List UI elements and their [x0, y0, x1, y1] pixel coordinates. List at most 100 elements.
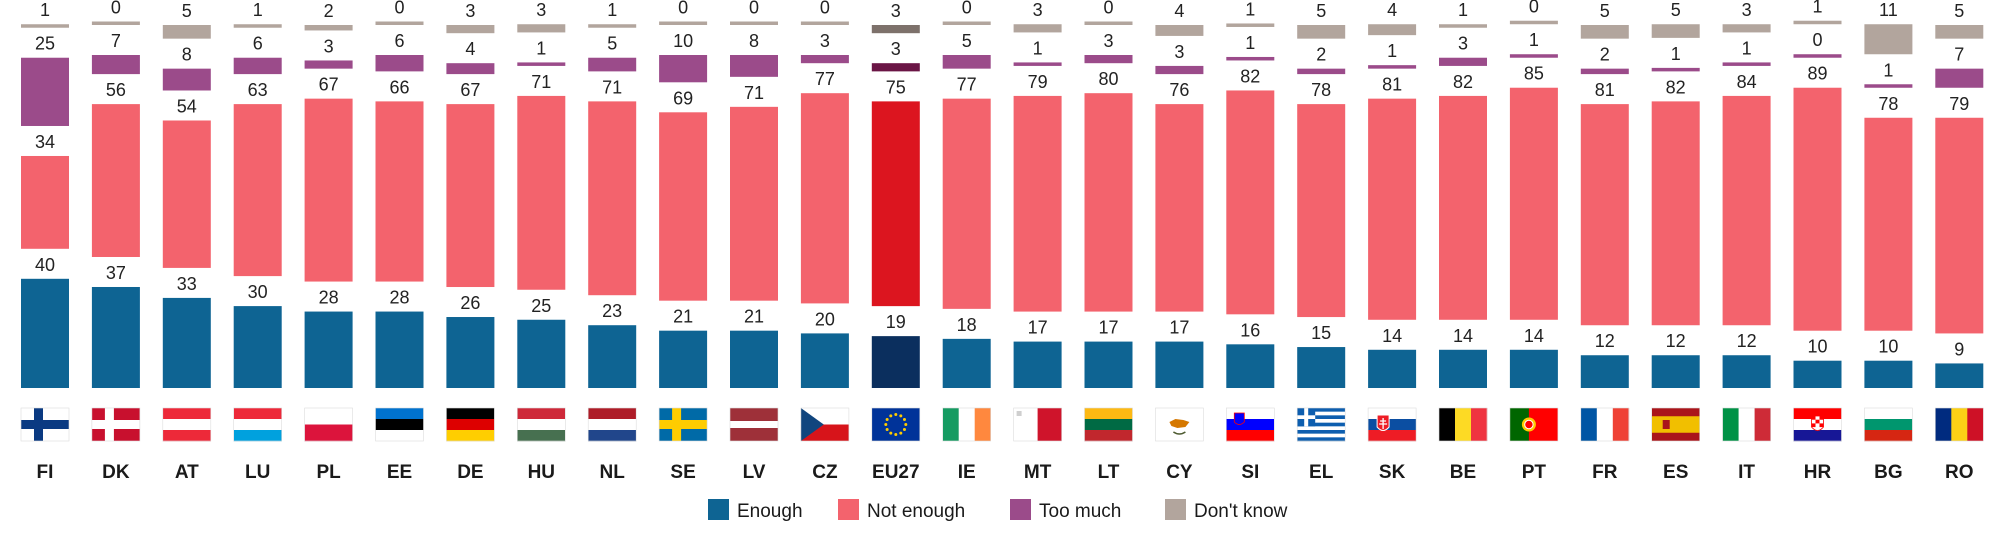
- bar-BG-not-enough: [1864, 117, 1913, 331]
- value-label: 1: [1245, 33, 1255, 53]
- country-code-PL: PL: [316, 462, 341, 483]
- flag-ie-icon: [942, 407, 992, 442]
- value-label: 3: [891, 39, 901, 59]
- value-label: 1: [40, 0, 50, 20]
- value-label: 17: [1169, 318, 1189, 338]
- value-label: 25: [35, 34, 55, 54]
- value-label: 0: [1103, 0, 1113, 18]
- country-code-BE: BE: [1450, 462, 1476, 483]
- value-label: 3: [820, 31, 830, 51]
- bar-IE-too-much: [942, 55, 991, 69]
- value-label: 76: [1169, 80, 1189, 100]
- bar-DK-not-enough: [91, 104, 140, 257]
- bar-FR-too-much: [1580, 68, 1629, 75]
- value-label: 0: [678, 0, 688, 18]
- bar-PL-enough: [304, 311, 353, 388]
- bar-DK-too-much: [91, 55, 140, 75]
- bar-HR-don-t-know: [1793, 20, 1842, 25]
- legend-label: Don't know: [1194, 501, 1288, 522]
- bar-SI-don-t-know: [1226, 23, 1275, 27]
- bar-EE-too-much: [375, 55, 424, 72]
- value-label: 1: [1812, 0, 1822, 17]
- value-label: 26: [460, 293, 480, 313]
- value-label: 66: [389, 77, 409, 97]
- bar-FR-don-t-know: [1580, 25, 1629, 39]
- bar-LT-don-t-know: [1084, 21, 1133, 25]
- bar-SE-too-much: [659, 55, 708, 83]
- value-label: 1: [536, 38, 546, 58]
- bar-ES-not-enough: [1651, 101, 1700, 326]
- value-label: 0: [1529, 0, 1539, 17]
- value-label: 5: [962, 31, 972, 51]
- value-label: 4: [1387, 0, 1397, 20]
- bar-EU27-too-much: [871, 63, 920, 72]
- value-label: 3: [1174, 42, 1184, 62]
- value-label: 7: [111, 31, 121, 51]
- bar-NL-enough: [588, 325, 637, 388]
- flag-at-icon: [162, 407, 212, 442]
- bar-NL-too-much: [588, 57, 637, 72]
- bar-EU27-not-enough: [871, 101, 920, 307]
- flag-dk-icon: [91, 407, 141, 442]
- bar-ES-don-t-know: [1651, 24, 1700, 38]
- value-label: 3: [1033, 0, 1043, 20]
- bar-DK-enough: [91, 286, 140, 388]
- value-label: 28: [389, 288, 409, 308]
- bar-EU27-enough: [871, 336, 920, 388]
- country-code-EU27: EU27: [872, 462, 920, 483]
- bar-FI-enough: [21, 278, 69, 388]
- value-label: 37: [106, 263, 126, 283]
- country-code-FR: FR: [1592, 462, 1618, 483]
- value-label: 79: [1949, 94, 1969, 114]
- flag-eu27-icon: [871, 407, 921, 442]
- legend-swatch-don-t-know: [1165, 499, 1186, 520]
- value-label: 40: [35, 255, 55, 275]
- country-code-labels: FI DK AT LU PL EE DE HU NL SE LV CZ EU27 IE MT LT CY SI EL…: [37, 462, 1974, 483]
- value-label: 0: [749, 0, 759, 18]
- value-label: 4: [1174, 1, 1184, 21]
- country-code-SE: SE: [670, 462, 695, 483]
- country-code-DE: DE: [457, 462, 483, 483]
- value-label: 75: [886, 77, 906, 97]
- bar-CY-enough: [1155, 341, 1204, 388]
- flag-el-icon: [1296, 407, 1346, 442]
- bar-SK-too-much: [1368, 65, 1417, 69]
- value-label: 78: [1311, 80, 1331, 100]
- country-code-ES: ES: [1663, 462, 1688, 483]
- bar-IE-don-t-know: [942, 21, 991, 25]
- bar-LT-enough: [1084, 341, 1133, 388]
- bar-AT-too-much: [162, 68, 211, 91]
- bar-SI-enough: [1226, 344, 1275, 388]
- value-label: 17: [1098, 318, 1118, 338]
- bar-SE-enough: [659, 330, 708, 388]
- value-label: 4: [465, 39, 475, 59]
- value-label: 1: [1245, 0, 1255, 19]
- country-code-EL: EL: [1309, 462, 1334, 483]
- bar-AT-don-t-know: [162, 25, 211, 39]
- bar-NL-not-enough: [588, 101, 637, 296]
- bar-PL-too-much: [304, 60, 353, 69]
- bar-BE-enough: [1439, 349, 1487, 388]
- value-label: 2: [324, 1, 334, 21]
- value-label: 82: [1240, 66, 1260, 86]
- flag-lt-icon: [1084, 407, 1133, 442]
- value-label: 2: [1600, 45, 1610, 65]
- flag-cy-icon: [1155, 407, 1204, 442]
- value-label: 5: [1671, 0, 1681, 20]
- value-label: 1: [1458, 0, 1468, 20]
- value-label: 6: [394, 31, 404, 51]
- value-label: 9: [1954, 339, 1964, 359]
- bar-FI-not-enough: [21, 155, 69, 249]
- value-label: 0: [111, 0, 121, 18]
- bar-HU-don-t-know: [517, 24, 566, 33]
- value-label: 15: [1311, 323, 1331, 343]
- value-label: 56: [106, 80, 126, 100]
- value-label: 77: [957, 75, 977, 95]
- flag-si-icon: [1226, 407, 1275, 442]
- value-label: 12: [1666, 331, 1686, 351]
- legend-label: Not enough: [867, 501, 965, 522]
- value-label: 30: [248, 282, 268, 302]
- country-code-EE: EE: [387, 462, 412, 483]
- country-code-BG: BG: [1874, 462, 1903, 483]
